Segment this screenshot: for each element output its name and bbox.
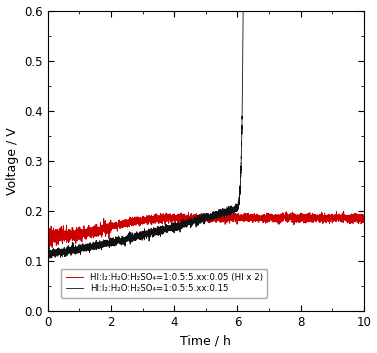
- HI:I₂:H₂O:H₂SO₄=1:0.5:5.xx:0.05 (HI x 2): [305, 216, 310, 221]
- HI:I₂:H₂O:H₂SO₄=1:0.5:5.xx:0.05 (HI x 2): [103, 228, 107, 233]
- Line: HI:I₂:H₂O:H₂SO₄=1:0.5:5.xx:0.05 (HI x 2): HI:I₂:H₂O:H₂SO₄=1:0.5:5.xx:0.05 (HI x 2): [48, 211, 364, 247]
- HI:I₂:H₂O:H₂SO₄=1:0.5:5.xx:0.05 (HI x 2): [50, 245, 55, 250]
- Y-axis label: Voltage / V: Voltage / V: [6, 127, 18, 195]
- HI:I₂:H₂O:H₂SO₄=1:0.5:5.xx:0.15: [241, 6, 245, 10]
- HI:I₂:H₂O:H₂SO₄=1:0.5:5.xx:0.05 (HI x 2): [166, 215, 171, 220]
- HI:I₂:H₂O:H₂SO₄=1:0.5:5.xx:0.05 (HI x 2): [235, 219, 240, 223]
- X-axis label: Time / h: Time / h: [180, 334, 231, 347]
- HI:I₂:H₂O:H₂SO₄=1:0.5:5.xx:0.15: [45, 252, 50, 256]
- HI:I₂:H₂O:H₂SO₄=1:0.5:5.xx:0.15: [168, 227, 173, 231]
- Line: HI:I₂:H₂O:H₂SO₄=1:0.5:5.xx:0.15: HI:I₂:H₂O:H₂SO₄=1:0.5:5.xx:0.15: [48, 8, 243, 258]
- HI:I₂:H₂O:H₂SO₄=1:0.5:5.xx:0.05 (HI x 2): [282, 211, 286, 216]
- HI:I₂:H₂O:H₂SO₄=1:0.5:5.xx:0.05 (HI x 2): [45, 234, 50, 238]
- HI:I₂:H₂O:H₂SO₄=1:0.5:5.xx:0.15: [236, 200, 241, 204]
- HI:I₂:H₂O:H₂SO₄=1:0.5:5.xx:0.15: [93, 240, 98, 244]
- HI:I₂:H₂O:H₂SO₄=1:0.5:5.xx:0.05 (HI x 2): [251, 220, 256, 224]
- HI:I₂:H₂O:H₂SO₄=1:0.5:5.xx:0.05 (HI x 2): [341, 209, 346, 214]
- HI:I₂:H₂O:H₂SO₄=1:0.5:5.xx:0.05 (HI x 2): [362, 217, 366, 221]
- HI:I₂:H₂O:H₂SO₄=1:0.5:5.xx:0.15: [235, 205, 239, 210]
- Legend: HI:I₂:H₂O:H₂SO₄=1:0.5:5.xx:0.05 (HI x 2), HI:I₂:H₂O:H₂SO₄=1:0.5:5.xx:0.15: HI:I₂:H₂O:H₂SO₄=1:0.5:5.xx:0.05 (HI x 2)…: [61, 269, 267, 298]
- HI:I₂:H₂O:H₂SO₄=1:0.5:5.xx:0.15: [97, 242, 101, 246]
- HI:I₂:H₂O:H₂SO₄=1:0.5:5.xx:0.15: [48, 256, 52, 260]
- HI:I₂:H₂O:H₂SO₄=1:0.5:5.xx:0.15: [239, 139, 244, 143]
